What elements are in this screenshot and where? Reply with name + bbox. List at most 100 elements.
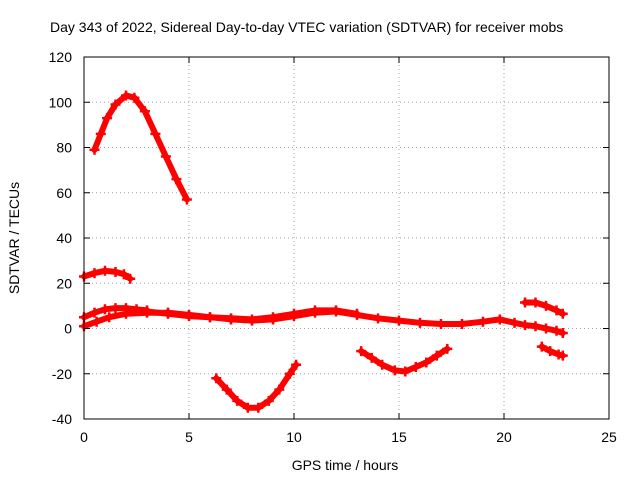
data-point: [263, 395, 274, 406]
data-point: [442, 343, 453, 354]
data-point: [91, 316, 102, 327]
data-point: [118, 269, 129, 280]
data-point: [242, 402, 253, 413]
x-tick-label: 0: [80, 429, 88, 445]
data-point: [310, 305, 320, 316]
x-tick-label: 25: [601, 429, 617, 445]
data-point: [545, 346, 556, 357]
data-point: [102, 113, 113, 124]
y-tick-label: 80: [56, 140, 72, 156]
series-arc-2: [79, 265, 136, 284]
data-point: [121, 308, 131, 319]
data-point: [104, 312, 115, 323]
data-point: [536, 341, 547, 352]
data-point: [436, 318, 446, 329]
data-point: [125, 273, 136, 284]
data-point: [410, 361, 421, 372]
data-point: [509, 317, 520, 328]
data-point: [530, 321, 541, 332]
y-tick-label: 40: [56, 230, 72, 246]
data-point: [530, 297, 541, 308]
data-layer: [79, 90, 568, 413]
data-point: [520, 297, 530, 308]
data-point: [421, 357, 432, 368]
data-point: [89, 307, 100, 318]
data-point: [377, 359, 388, 370]
data-point: [431, 350, 442, 361]
data-point: [274, 384, 285, 395]
data-point: [415, 317, 425, 328]
x-axis-label: GPS time / hours: [292, 457, 399, 473]
data-point: [184, 311, 194, 322]
data-point: [121, 90, 131, 101]
data-point: [139, 106, 150, 117]
data-point: [400, 366, 411, 377]
y-axis-ticks: -40 -20 0 20 40 60 80 100 120: [49, 49, 609, 427]
grid-lines: [84, 57, 609, 419]
x-tick-label: 10: [286, 429, 302, 445]
data-point: [95, 128, 106, 139]
data-point: [100, 304, 110, 315]
data-point: [253, 402, 264, 413]
data-point: [557, 350, 568, 361]
y-tick-label: -20: [52, 366, 72, 382]
x-tick-label: 20: [496, 429, 512, 445]
data-point: [373, 313, 383, 324]
y-axis-label: SDTVAR / TECUs: [6, 182, 22, 294]
data-point: [289, 308, 299, 319]
data-point: [284, 368, 295, 379]
chart-title: Day 343 of 2022, Sidereal Day-to-day VTE…: [50, 19, 563, 35]
data-point: [394, 315, 404, 326]
data-point: [181, 194, 192, 205]
y-tick-label: 0: [64, 321, 72, 337]
data-point: [110, 99, 121, 110]
data-point: [494, 314, 505, 325]
data-point: [366, 352, 377, 363]
data-point: [291, 359, 302, 370]
y-tick-label: 60: [56, 185, 72, 201]
data-point: [551, 325, 562, 336]
data-point: [160, 151, 171, 162]
data-point: [211, 373, 222, 384]
data-point: [171, 174, 182, 185]
series-arc-1: [89, 90, 192, 205]
data-point: [541, 323, 551, 334]
data-point: [352, 308, 362, 319]
data-point: [478, 316, 488, 327]
data-point: [268, 312, 278, 323]
data-point: [247, 314, 257, 325]
data-point: [110, 303, 121, 314]
y-tick-label: -40: [52, 411, 72, 427]
data-point: [100, 265, 110, 276]
data-point: [110, 266, 121, 277]
data-point: [142, 306, 152, 317]
data-point: [221, 384, 232, 395]
data-point: [163, 308, 173, 319]
x-axis-ticks: 0 5 10 15 20 25: [80, 57, 617, 445]
data-point: [331, 305, 341, 316]
plot-frame: [83, 56, 610, 420]
data-point: [150, 128, 161, 139]
data-point: [541, 300, 551, 311]
y-tick-label: 120: [49, 49, 73, 65]
x-tick-label: 15: [391, 429, 407, 445]
data-point: [356, 346, 367, 357]
data-point: [89, 268, 100, 279]
series-arc-9: [536, 341, 568, 361]
x-tick-label: 5: [185, 429, 193, 445]
y-tick-label: 100: [49, 94, 73, 110]
data-point: [520, 320, 530, 331]
data-point: [389, 365, 400, 376]
data-point: [557, 328, 568, 339]
series-arc-8: [520, 297, 568, 319]
series-arc-5: [142, 305, 362, 325]
data-point: [551, 305, 562, 316]
data-point: [232, 395, 243, 406]
data-point: [226, 313, 236, 324]
data-point: [129, 92, 140, 103]
data-point: [89, 144, 100, 155]
data-point: [205, 312, 215, 323]
data-point: [457, 318, 467, 329]
series-line: [213, 361, 300, 411]
data-point: [557, 308, 568, 319]
